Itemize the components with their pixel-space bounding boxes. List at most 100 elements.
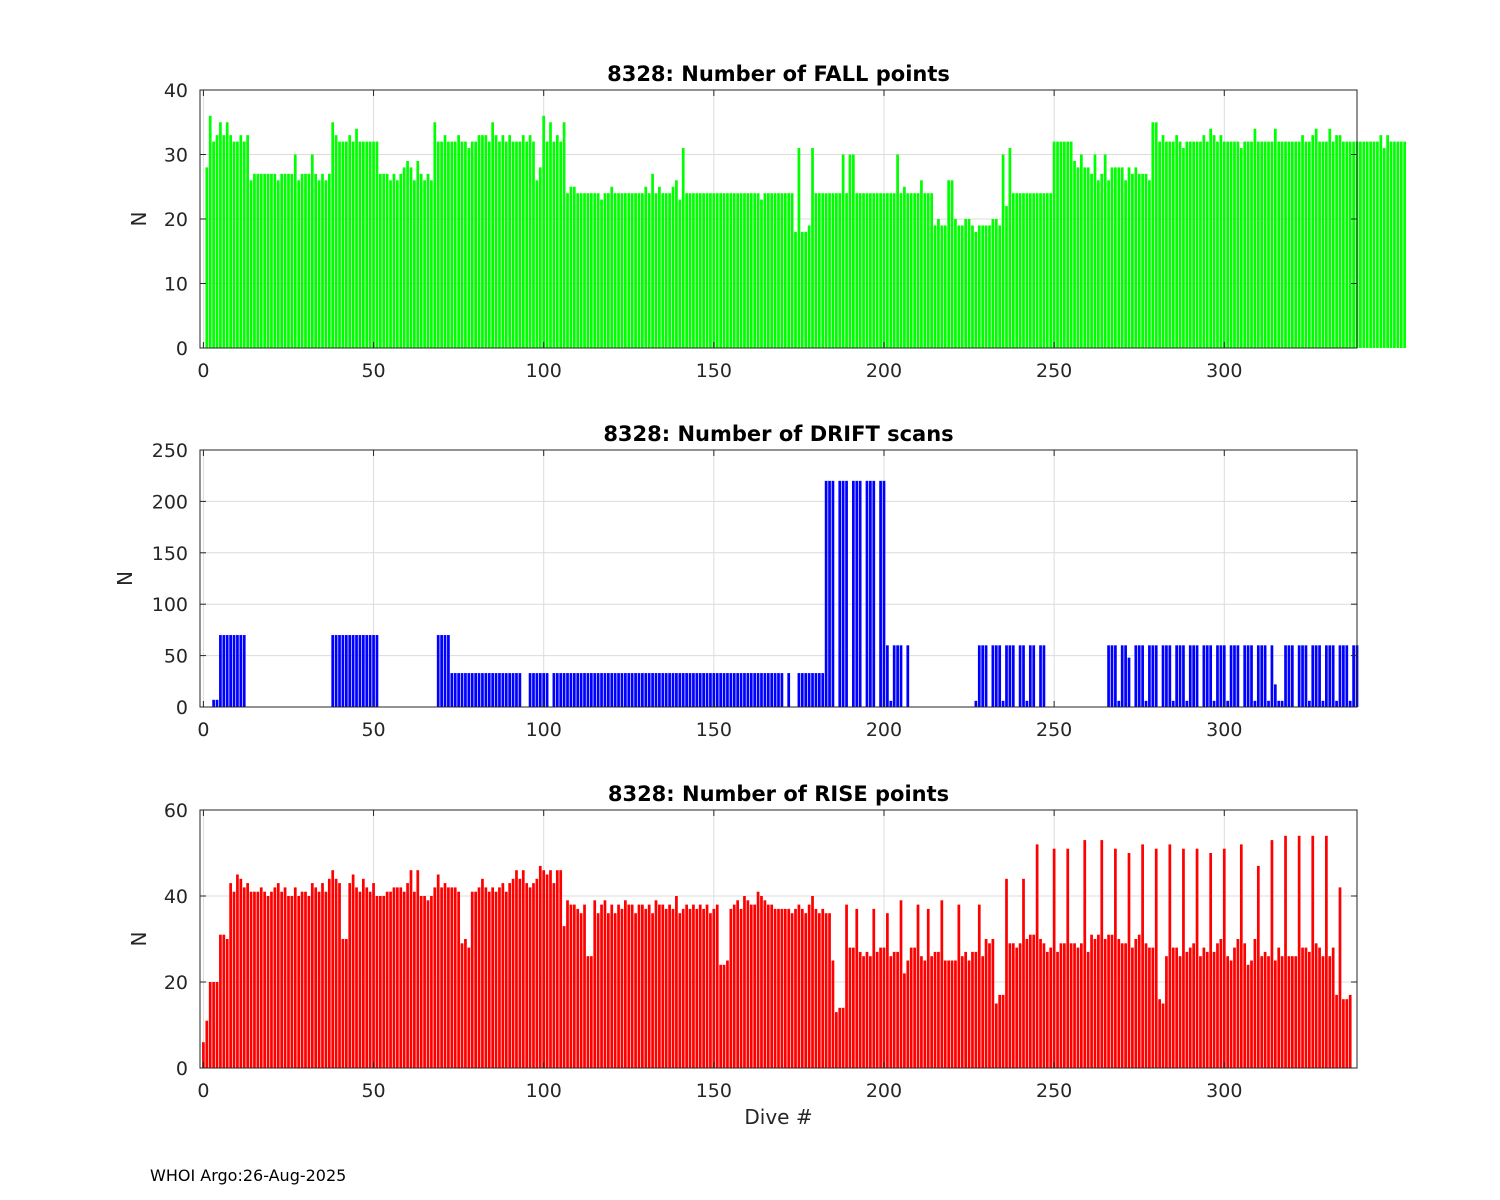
drift-bar-3: [212, 699, 215, 707]
rise-bar-136: [664, 908, 668, 1068]
rise-bar-235: [1001, 994, 1005, 1068]
rise-bar-6: [222, 934, 226, 1068]
fall-bar-227: [974, 231, 978, 348]
drift-bar-291: [1192, 645, 1196, 707]
drift-chart-title: 8328: Number of DRIFT scans: [603, 422, 953, 446]
rise-bar-94: [521, 870, 525, 1068]
fall-bar-134: [658, 186, 661, 348]
drift-bar-152: [719, 673, 723, 707]
rise-bar-318: [1284, 835, 1287, 1068]
fall-bar-172: [787, 193, 791, 348]
drift-xtick-label-250: 250: [1036, 719, 1072, 741]
drift-bar-246: [1039, 645, 1042, 707]
fall-bar-110: [576, 193, 580, 348]
fall-bar-348: [1386, 135, 1389, 348]
rise-bar-48: [365, 887, 369, 1068]
rise-bar-25: [287, 896, 290, 1068]
rise-bar-148: [705, 904, 709, 1068]
fall-bar-73: [450, 141, 454, 348]
fall-bar-163: [756, 193, 760, 348]
rise-bar-331: [1328, 956, 1332, 1068]
fall-bar-203: [892, 193, 896, 348]
fall-bar-28: [297, 180, 301, 348]
fall-bar-9: [232, 141, 236, 348]
rise-bar-291: [1192, 943, 1196, 1068]
fall-bar-213: [926, 193, 930, 348]
rise-bar-246: [1039, 939, 1042, 1068]
fall-bar-76: [460, 141, 464, 348]
fall-bar-144: [692, 193, 695, 348]
drift-bar-284: [1168, 645, 1172, 707]
fall-bar-90: [508, 135, 512, 348]
fall-bar-351: [1396, 141, 1400, 348]
fall-bar-91: [511, 141, 515, 348]
drift-bar-155: [729, 673, 733, 707]
fall-bar-222: [957, 225, 961, 348]
rise-bar-155: [729, 908, 733, 1068]
fall-bar-156: [732, 193, 736, 348]
fall-bar-162: [753, 193, 757, 348]
fall-bar-32: [310, 154, 314, 348]
rise-bar-187: [838, 1007, 842, 1068]
fall-bar-47: [361, 141, 365, 348]
rise-bar-134: [658, 904, 661, 1068]
drift-bar-282: [1161, 645, 1165, 707]
rise-bar-33: [314, 887, 318, 1068]
fall-bar-184: [828, 193, 831, 348]
drift-bar-301: [1226, 700, 1230, 707]
rise-bar-253: [1062, 943, 1066, 1068]
fall-bar-22: [276, 180, 280, 348]
drift-bar-235: [1001, 700, 1005, 707]
rise-bar-132: [651, 913, 654, 1068]
fall-ylabel: N: [127, 212, 151, 227]
rise-bar-56: [392, 887, 396, 1068]
rise-bar-27: [293, 887, 297, 1068]
rise-bar-295: [1205, 951, 1209, 1068]
rise-bar-97: [532, 883, 535, 1068]
drift-bar-244: [1032, 645, 1036, 707]
drift-bar-8: [229, 635, 232, 707]
fall-xtick-label-250: 250: [1036, 360, 1072, 382]
drift-bar-86: [494, 673, 498, 707]
rise-bar-45: [355, 887, 358, 1068]
fall-bar-154: [726, 193, 729, 348]
fall-bar-52: [378, 173, 382, 348]
fall-bar-39: [334, 135, 338, 348]
rise-xtick-label-150: 150: [696, 1080, 732, 1102]
rise-bar-206: [903, 973, 906, 1068]
fall-bar-219: [947, 180, 951, 348]
rise-bar-5: [219, 934, 222, 1068]
fall-bar-275: [1137, 173, 1141, 348]
fall-bar-146: [698, 193, 702, 348]
rise-bar-251: [1056, 951, 1059, 1068]
drift-bar-296: [1209, 645, 1213, 707]
fall-bar-111: [579, 193, 583, 348]
drift-bar-320: [1290, 645, 1294, 707]
fall-bar-69: [436, 141, 440, 348]
fall-bar-215: [933, 225, 937, 348]
fall-bar-50: [372, 141, 375, 348]
rise-bar-333: [1335, 994, 1338, 1068]
rise-bar-307: [1246, 964, 1250, 1068]
fall-bar-315: [1273, 128, 1277, 348]
drift-bar-298: [1216, 645, 1219, 707]
fall-bar-324: [1304, 141, 1308, 348]
drift-bar-200: [882, 480, 886, 707]
fall-bar-306: [1243, 141, 1247, 348]
drift-bar-159: [743, 673, 746, 707]
fall-bar-316: [1277, 141, 1281, 348]
drift-bar-142: [685, 673, 688, 707]
drift-bar-114: [589, 673, 593, 707]
fall-bar-98: [535, 180, 539, 348]
fall-bar-318: [1284, 141, 1287, 348]
rise-bar-128: [637, 904, 641, 1068]
rise-chart-title: 8328: Number of RISE points: [608, 782, 949, 806]
rise-bar-53: [382, 896, 386, 1068]
fall-bar-186: [834, 193, 838, 348]
fall-bar-343: [1369, 141, 1372, 348]
rise-bar-325: [1308, 951, 1311, 1068]
rise-bar-309: [1253, 939, 1257, 1068]
rise-bar-174: [794, 908, 797, 1068]
fall-bar-92: [515, 141, 518, 348]
rise-bar-189: [845, 904, 848, 1068]
